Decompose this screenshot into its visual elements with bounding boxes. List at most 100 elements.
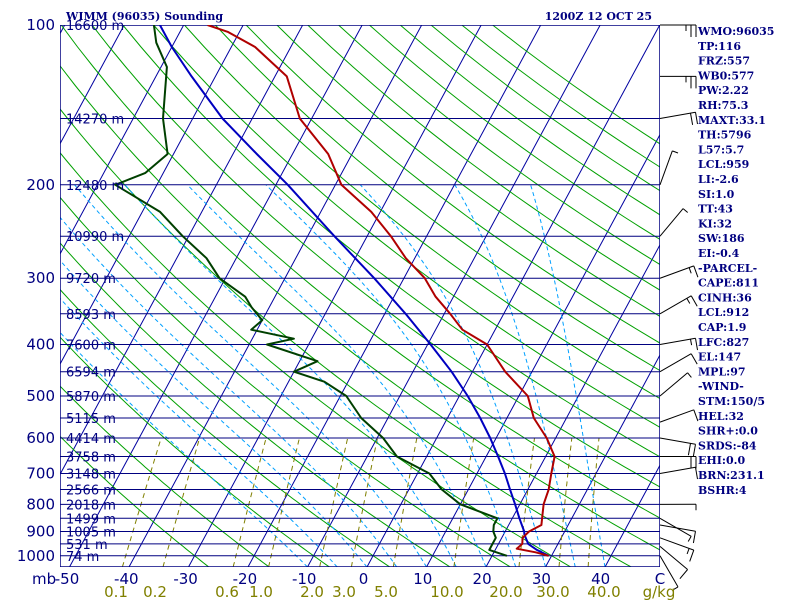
index-item: WMO:96035 <box>697 25 774 38</box>
wind-barb-flag <box>690 113 694 125</box>
wind-barb-half-flag <box>687 536 692 542</box>
mixing-ratio-line <box>587 437 600 567</box>
height-label: 2566 m <box>66 483 116 498</box>
chart-time: 1200Z 12 OCT 25 <box>545 10 652 23</box>
wind-barb <box>659 409 699 423</box>
wind-barb <box>659 75 697 89</box>
pressure-label: 200 <box>26 176 55 194</box>
temperature-tick-label: -10 <box>292 570 317 588</box>
dry-adiabat <box>245 25 660 344</box>
parcel-trace <box>159 25 550 557</box>
mixing-ratio-label: 2.0 <box>300 583 324 600</box>
wind-barb <box>660 24 697 37</box>
moist-adiabat <box>359 184 546 567</box>
index-item: CINH:36 <box>698 291 752 304</box>
index-item: SI:1.0 <box>698 188 735 201</box>
wind-barb <box>659 265 699 279</box>
chart-grid <box>0 25 660 567</box>
mixing-ratio-label: 1.0 <box>249 583 273 600</box>
moist-adiabat <box>60 297 338 567</box>
wind-barb <box>659 437 696 457</box>
mixing-ratio-line <box>319 437 349 567</box>
height-label: 6594 m <box>66 366 116 381</box>
wind-barb-half-flag <box>672 150 679 154</box>
wind-barb-shaft <box>659 265 694 279</box>
dry-adiabat <box>492 25 660 145</box>
chart-profiles <box>114 25 556 557</box>
height-label: 2018 m <box>66 498 116 513</box>
wind-barb-flag <box>695 338 698 351</box>
mixing-ratio-line <box>350 437 378 567</box>
mixing-ratio-label: g/kg <box>643 583 676 600</box>
index-item: STM:150/5 <box>698 395 765 408</box>
index-item: CAPE:811 <box>698 277 759 290</box>
moist-adiabat <box>265 184 517 567</box>
moist-adiabat <box>60 259 368 567</box>
dry-adiabat <box>60 64 660 551</box>
wind-barb <box>659 353 698 373</box>
pressure-label: 100 <box>26 16 55 34</box>
wind-barb-flag <box>693 409 699 422</box>
height-label: 9720 m <box>66 272 116 287</box>
wind-barb-shaft <box>659 295 692 315</box>
wind-barb-flag <box>690 353 698 365</box>
pressure-label: 400 <box>26 336 55 354</box>
mixing-ratio-label: 0.6 <box>215 583 239 600</box>
pressure-label: 700 <box>26 465 55 483</box>
wind-barb-shaft <box>659 337 696 346</box>
dry-adiabat <box>60 435 210 567</box>
wind-barb-shaft <box>659 208 684 237</box>
moist-adiabat <box>60 331 308 567</box>
index-item: PW:2.22 <box>698 84 749 97</box>
index-item: SHR+:0.0 <box>698 425 758 438</box>
moist-adiabat <box>530 184 606 567</box>
isotherm <box>60 25 125 145</box>
wind-barb <box>659 555 679 591</box>
dry-adiabat <box>91 25 660 488</box>
wind-barb-shaft <box>659 409 694 423</box>
index-item: TP:116 <box>698 40 741 53</box>
wind-barb <box>659 455 697 469</box>
moist-adiabat <box>187 184 487 567</box>
wind-barb-flag <box>692 444 696 457</box>
isotherm <box>426 133 660 567</box>
isotherm <box>366 25 660 567</box>
index-item: TH:5796 <box>698 129 752 142</box>
height-label: 74 m <box>66 550 99 565</box>
mixing-ratio-label: 5.0 <box>374 583 398 600</box>
wind-barb <box>659 466 698 480</box>
index-item: BSHR:4 <box>698 484 747 497</box>
wind-barb-flag <box>679 569 688 580</box>
wind-barb-shaft <box>659 545 688 570</box>
height-label: 10990 m <box>66 230 124 245</box>
temperature-tick-label: -30 <box>173 570 198 588</box>
isotherm <box>545 353 660 567</box>
moist-adiabat <box>124 184 457 567</box>
temperature-trace <box>207 25 556 557</box>
dry-adiabat <box>214 25 660 372</box>
wind-barb-shaft <box>659 150 673 185</box>
pressure-label: 300 <box>26 269 55 287</box>
dry-adiabat <box>60 151 572 567</box>
temperature-tick-label: -20 <box>233 570 258 588</box>
wind-barb-flag <box>695 467 698 480</box>
temperature-tick-label: -40 <box>114 570 139 588</box>
height-label: 16600 m <box>66 19 124 34</box>
wind-barb <box>659 111 698 125</box>
mixing-ratio-line <box>453 437 475 567</box>
wind-barb-shaft <box>659 466 696 475</box>
dewpoint-trace <box>114 25 508 557</box>
height-label: 5870 m <box>66 390 116 405</box>
index-item: LCL:912 <box>698 306 749 319</box>
pressure-label: 600 <box>26 429 55 447</box>
wind-barb-shaft <box>659 437 696 445</box>
dry-adiabat <box>60 385 270 567</box>
isotherm <box>0 25 5 567</box>
index-item: MPL:97 <box>698 365 746 378</box>
temperature-tick-label: -50 <box>55 570 80 588</box>
wind-barb <box>659 337 698 351</box>
index-item: LCL:959 <box>698 158 749 171</box>
index-item: EL:147 <box>698 351 741 364</box>
wind-barb-half-flag <box>682 208 689 213</box>
